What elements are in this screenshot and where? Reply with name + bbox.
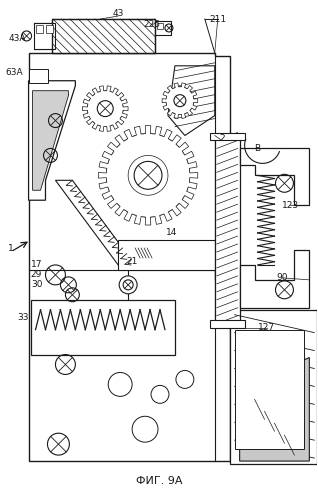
Circle shape — [106, 134, 190, 217]
Text: 30: 30 — [31, 280, 42, 289]
Circle shape — [176, 370, 194, 388]
Bar — [31, 300, 175, 354]
Text: 43А: 43А — [9, 34, 26, 43]
Polygon shape — [168, 66, 215, 136]
Text: 1: 1 — [8, 244, 14, 252]
Bar — [157, 23, 163, 29]
Bar — [46, 25, 53, 33]
Bar — [52, 19, 155, 53]
Text: 33: 33 — [17, 313, 28, 322]
Text: 14: 14 — [166, 228, 178, 237]
Bar — [34, 23, 55, 49]
Bar — [29, 69, 48, 83]
Text: 90: 90 — [277, 273, 288, 282]
Polygon shape — [55, 180, 135, 265]
Circle shape — [132, 416, 158, 442]
Polygon shape — [32, 91, 68, 190]
Text: 225: 225 — [143, 20, 161, 29]
Bar — [235, 330, 304, 449]
Text: ФИГ. 9А: ФИГ. 9А — [136, 476, 182, 486]
Bar — [36, 25, 43, 33]
Circle shape — [166, 87, 194, 115]
Bar — [210, 320, 245, 328]
Circle shape — [108, 372, 132, 396]
Polygon shape — [240, 357, 309, 461]
Bar — [215, 136, 240, 325]
Polygon shape — [82, 86, 128, 131]
Text: 17: 17 — [31, 260, 42, 269]
Text: B: B — [254, 144, 261, 153]
Text: 43: 43 — [113, 8, 124, 17]
Text: 2: 2 — [219, 134, 225, 143]
Polygon shape — [240, 148, 309, 205]
Circle shape — [151, 385, 169, 403]
Polygon shape — [240, 250, 309, 308]
Text: 127: 127 — [258, 323, 275, 332]
Text: 63А: 63А — [6, 68, 24, 77]
Text: 21: 21 — [127, 257, 138, 266]
Bar — [118, 240, 215, 270]
Polygon shape — [162, 83, 198, 118]
Polygon shape — [29, 81, 75, 200]
Circle shape — [119, 276, 137, 294]
Text: 29: 29 — [31, 270, 42, 279]
Polygon shape — [230, 310, 317, 464]
Circle shape — [128, 155, 168, 195]
Bar — [155, 21, 171, 35]
Circle shape — [87, 91, 123, 127]
Text: 123: 123 — [282, 201, 299, 210]
Polygon shape — [98, 126, 198, 225]
Bar — [52, 19, 155, 53]
Polygon shape — [29, 53, 230, 461]
Bar — [210, 133, 245, 141]
Text: 211: 211 — [209, 14, 226, 23]
